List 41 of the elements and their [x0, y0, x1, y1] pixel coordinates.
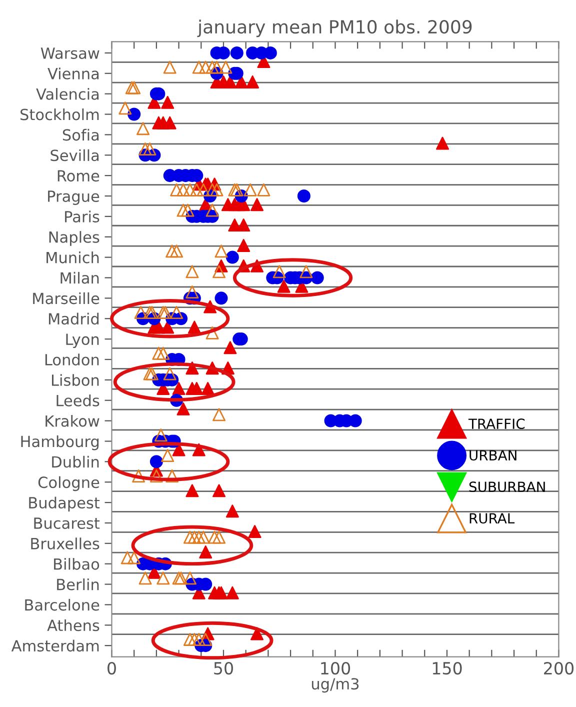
y-tick-label: Barcelone: [25, 598, 100, 611]
y-tick-label: Vienna: [48, 68, 99, 80]
legend-label: URBAN: [470, 450, 516, 461]
chart-title: january mean PM10 obs. 2009: [197, 20, 472, 38]
y-tick-label: Bilbao: [54, 558, 100, 570]
x-tick-label: 0: [108, 662, 116, 675]
y-tick-label: Munich: [46, 251, 99, 264]
y-tick-label: Amsterdam: [11, 640, 99, 652]
legend-label: TRAFFIC: [468, 418, 525, 430]
x-axis-title: ug/m3: [312, 678, 359, 693]
y-tick-label: Lisbon: [52, 374, 99, 386]
y-tick-label: Hambourg: [21, 435, 99, 450]
y-tick-label: Prague: [48, 190, 100, 205]
legend-label: SUBURBAN: [469, 482, 545, 492]
y-tick-label: Rome: [58, 170, 100, 182]
y-tick-label: Madrid: [48, 312, 99, 325]
y-tick-label: Berlin: [57, 578, 99, 590]
y-tick-label: Marseille: [33, 292, 100, 304]
y-tick-label: Sofia: [62, 128, 99, 141]
y-tick-label: London: [45, 354, 99, 366]
x-tick-label: 50: [214, 662, 233, 675]
y-tick-label: Bucarest: [34, 518, 100, 529]
y-tick-label: Stockholm: [20, 108, 99, 120]
y-tick-label: Krakow: [46, 414, 100, 427]
y-tick-label: Cologne: [38, 476, 100, 492]
y-tick-label: Athens: [47, 619, 100, 632]
y-tick-label: Leeds: [56, 394, 100, 406]
x-tick-label: 100: [321, 662, 350, 675]
legend-label: RURAL: [470, 513, 515, 524]
y-tick-label: Valencia: [36, 88, 99, 100]
y-tick-label: Budapest: [29, 496, 100, 512]
y-tick-label: Lyon: [66, 334, 99, 348]
y-tick-label: Naples: [49, 231, 100, 246]
y-tick-label: Bruxelles: [31, 538, 100, 550]
y-tick-label: Warsaw: [40, 48, 100, 59]
y-tick-label: Dublin: [52, 456, 99, 468]
x-tick-label: 150: [432, 662, 462, 675]
y-tick-label: Milan: [60, 272, 99, 284]
y-tick-label: Sevilla: [50, 149, 99, 162]
y-tick-label: Paris: [65, 210, 100, 222]
x-tick-label: 200: [544, 662, 574, 675]
